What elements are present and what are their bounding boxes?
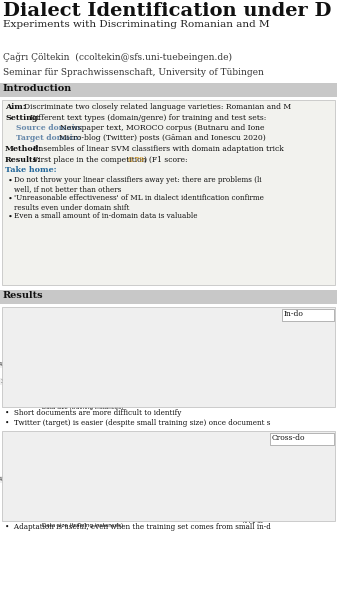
- Text: •  Twitter (target) is easier (despite small training size) once document s: • Twitter (target) is easier (despite sm…: [5, 419, 270, 427]
- Text: 0.79: 0.79: [128, 156, 145, 164]
- Text: Aim:: Aim:: [5, 103, 26, 111]
- Text: Introduction: Introduction: [3, 84, 72, 93]
- Text: 'Unreasonable effectiveness' of ML in dialect identification confirme: 'Unreasonable effectiveness' of ML in di…: [14, 195, 264, 202]
- Bar: [175, 462, 286, 468]
- Bar: [175, 473, 260, 479]
- Text: 391 487: 391 487: [1, 379, 21, 384]
- Text: •: •: [8, 195, 13, 202]
- X-axis label: % F1 sc: % F1 sc: [242, 519, 263, 524]
- Text: 5 217: 5 217: [80, 346, 93, 350]
- Bar: [175, 327, 274, 336]
- Text: results even under domain shift: results even under domain shift: [14, 204, 129, 211]
- Text: Do not throw your linear classifiers away yet: there are problems (li: Do not throw your linear classifiers awa…: [14, 177, 262, 184]
- Text: Micro-blog (Twitter) posts (Găman and Ionescu 2020): Micro-blog (Twitter) posts (Găman and Io…: [59, 135, 266, 143]
- Text: Seminar für Sprachwissenschaft, University of Tübingen: Seminar für Sprachwissenschaft, Universi…: [3, 68, 264, 77]
- Text: Target domain:: Target domain:: [16, 135, 81, 143]
- Text: •: •: [8, 177, 13, 184]
- Text: •: •: [8, 213, 13, 220]
- X-axis label: Data size (training instances): Data size (training instances): [42, 406, 123, 410]
- Text: First place in the competition (F1 score:: First place in the competition (F1 score…: [33, 156, 190, 164]
- Bar: [29, 494, 337, 504]
- Text: 76.5: 76.5: [263, 480, 274, 486]
- Bar: [20, 474, 337, 485]
- Text: 215: 215: [138, 458, 147, 462]
- Text: Ensembles of linear SVM classifiers with domain adaptation trick: Ensembles of linear SVM classifiers with…: [33, 145, 284, 153]
- Bar: [147, 455, 337, 465]
- Text: 424 383: 424 383: [0, 477, 20, 482]
- Text: Method:: Method:: [5, 145, 42, 153]
- Text: Dialect Identification under D: Dialect Identification under D: [3, 2, 332, 20]
- Text: Take home:: Take home:: [5, 166, 57, 174]
- Text: Cross-do: Cross-do: [272, 434, 306, 442]
- Text: 424 383: 424 383: [0, 362, 20, 367]
- Bar: [175, 360, 294, 370]
- Bar: [175, 344, 284, 353]
- Text: Even a small amount of in-domain data is valuable: Even a small amount of in-domain data is…: [14, 213, 197, 220]
- X-axis label: Data size (training instances): Data size (training instances): [42, 524, 123, 528]
- Text: Setting:: Setting:: [5, 113, 40, 122]
- Text: well, if not better than others: well, if not better than others: [14, 186, 121, 193]
- Text: Source domain:: Source domain:: [16, 124, 83, 132]
- Text: Different text types (domain/genre) for training and test sets:: Different text types (domain/genre) for …: [30, 113, 266, 122]
- Text: 74.51: 74.51: [229, 492, 243, 497]
- Bar: [20, 360, 337, 370]
- Text: Newspaper text, MOROCO corpus (Butnaru and Ione: Newspaper text, MOROCO corpus (Butnaru a…: [60, 124, 265, 132]
- Text: In-do: In-do: [284, 310, 304, 318]
- Text: Discriminate two closely related language varieties: Romanian and M: Discriminate two closely related languag…: [24, 103, 291, 111]
- Bar: [175, 455, 276, 461]
- Bar: [175, 498, 263, 504]
- Bar: [175, 480, 276, 486]
- Text: 243 904: 243 904: [9, 497, 29, 501]
- Text: 84.01: 84.01: [258, 329, 272, 334]
- Text: •  Adaptation is useful, even when the training set comes from small in-d: • Adaptation is useful, even when the tr…: [5, 523, 271, 531]
- Bar: [147, 327, 337, 336]
- Text: Experiments with Discriminating Romanian and M: Experiments with Discriminating Romanian…: [3, 20, 270, 29]
- Bar: [93, 344, 337, 353]
- Text: 75.66: 75.66: [247, 499, 261, 504]
- Text: ): ): [143, 156, 146, 164]
- Text: •  Short documents are more difficult to identify: • Short documents are more difficult to …: [5, 409, 181, 417]
- Bar: [175, 491, 245, 497]
- Text: 215: 215: [138, 329, 147, 334]
- Bar: [21, 377, 337, 386]
- Text: Results: Results: [3, 291, 43, 300]
- Bar: [175, 377, 305, 386]
- Text: Results:: Results:: [5, 156, 41, 164]
- X-axis label: % F1 sc: % F1 sc: [242, 401, 263, 406]
- Text: Çağrı Çöltekin  (ccoltekin@sfs.uni-tuebeingen.de): Çağrı Çöltekin (ccoltekin@sfs.uni-tuebei…: [3, 53, 232, 62]
- Text: 86.8: 86.8: [281, 362, 292, 367]
